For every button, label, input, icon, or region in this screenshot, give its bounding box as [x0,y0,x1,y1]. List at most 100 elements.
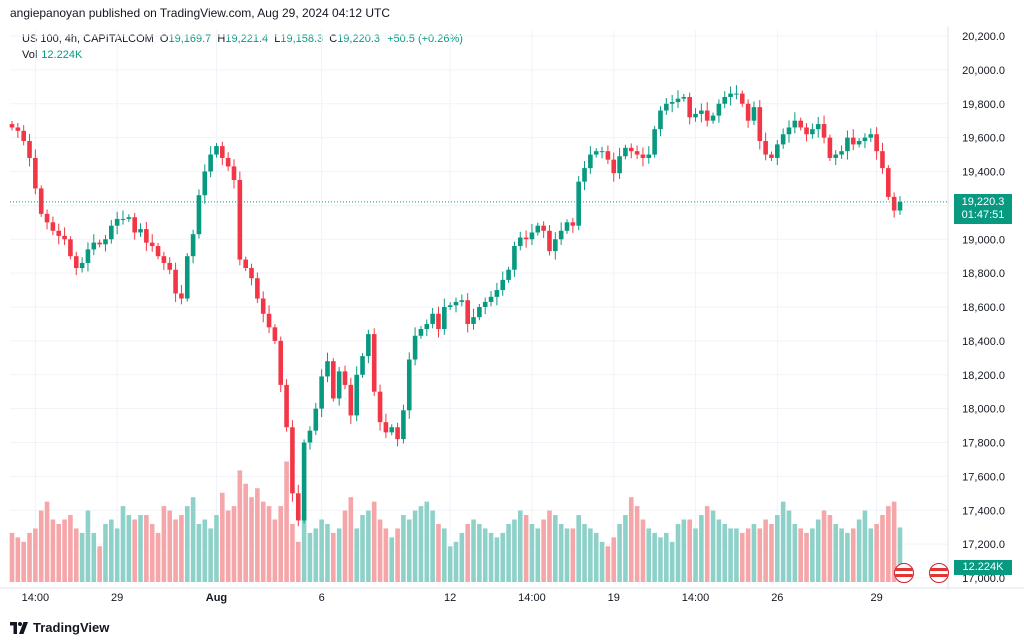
x-tick-label: 29 [111,592,123,604]
candle-body [681,96,687,99]
candle-body [27,141,32,158]
candle-body [512,246,517,270]
candle-body [588,154,593,169]
open-label: O [159,33,169,45]
candle-body [763,141,768,155]
candle-body [868,134,874,138]
volume-bar [517,510,523,582]
candle-body [33,157,38,189]
candle-body [757,107,763,142]
event-flag-icon[interactable] [894,563,914,583]
y-tick-label: 18,200.0 [962,370,1005,382]
volume-bar [850,528,856,582]
volume-label[interactable]: Vol [22,49,38,61]
volume-bar [570,528,576,582]
volume-bar [272,519,278,582]
y-tick-label: 18,800.0 [962,268,1005,280]
event-flag-icon[interactable] [929,563,949,583]
candle-body [97,242,102,245]
volume-bar [716,519,722,582]
volume-bar [821,510,827,582]
volume-bar [155,532,161,582]
candle-body [418,329,424,336]
volume-bar [161,506,167,582]
volume-bar [506,523,511,582]
candle-body [471,317,476,324]
volume-bar [558,523,564,582]
volume-bar [68,515,73,582]
candle-body [792,120,798,128]
volume-bar [144,515,149,582]
candle-body [120,218,126,220]
volume-bar [658,537,663,582]
candle-body [593,151,599,155]
volume-bar [284,461,289,582]
candle-body [220,146,225,158]
volume-bar [810,528,815,582]
candle-body [424,323,430,330]
volume-bar [751,523,757,582]
volume-bar [33,528,38,582]
volume-bar [208,528,213,582]
volume-bar [605,546,611,582]
candle-body [798,120,803,128]
candle-body [371,334,377,392]
volume-bar [406,519,412,582]
candle-body [856,141,862,145]
volume-bar [307,532,313,582]
volume-bar [477,523,482,582]
candle-body [646,154,652,158]
volume-bar [214,515,219,582]
candle-body [821,124,827,138]
candle-body [710,115,716,121]
footer-brand[interactable]: TradingView [10,620,109,635]
volume-bar [593,532,599,582]
x-tick-label: 19 [608,592,620,604]
volume-bar [839,528,844,582]
candle-body [325,361,330,377]
y-tick-label: 19,000.0 [962,234,1005,246]
volume-bar [38,510,44,582]
volume-bar [541,519,546,582]
volume-bar [9,532,15,582]
candle-body [886,168,891,197]
volume-bar [722,523,728,582]
candle-body [669,102,675,104]
candle-body [500,279,506,291]
volume-bar [179,515,184,582]
candle-body [605,151,611,160]
candle-body [214,146,219,155]
volume-bar [775,515,780,582]
volume-bar [225,510,231,582]
candle-body [482,301,488,307]
candle-body [38,188,44,214]
volume-bar [255,488,260,582]
volume-bar [494,537,500,582]
volume-bar [173,519,178,582]
volume-bar [459,532,465,582]
published-line: angiepanoyan published on TradingView.co… [10,6,391,20]
volume-bar [109,519,114,582]
volume-bar [500,532,506,582]
candle-body [301,442,307,521]
candle-body [377,391,383,423]
candle-body [196,195,202,235]
volume-bar [348,497,354,582]
volume-bar [371,501,377,582]
volume-bar [395,528,400,582]
candle-body [412,335,418,360]
candle-body [190,234,196,257]
candle-body [179,293,184,299]
volume-bar [44,501,50,582]
volume-bar [582,523,587,582]
volume-bar [535,528,541,582]
volume-bar [231,506,237,582]
volume-bar [383,528,389,582]
y-tick-label: 17,800.0 [962,438,1005,450]
candle-body [722,96,728,104]
candle-body [243,259,248,269]
candle-body [704,110,710,121]
volume-bar [354,528,359,582]
candle-body [9,124,15,128]
